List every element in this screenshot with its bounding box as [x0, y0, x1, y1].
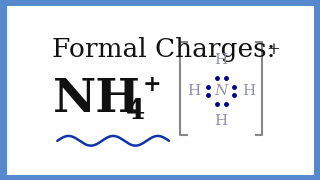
Text: H: H: [214, 53, 228, 67]
Text: H: H: [242, 84, 255, 98]
Text: 4: 4: [125, 98, 145, 125]
Text: N: N: [214, 84, 228, 98]
Text: NH: NH: [52, 76, 140, 122]
Text: Formal Charges:: Formal Charges:: [52, 37, 276, 62]
Text: +: +: [266, 41, 280, 58]
Text: +: +: [143, 74, 162, 96]
Text: H: H: [214, 114, 228, 128]
Text: H: H: [187, 84, 200, 98]
